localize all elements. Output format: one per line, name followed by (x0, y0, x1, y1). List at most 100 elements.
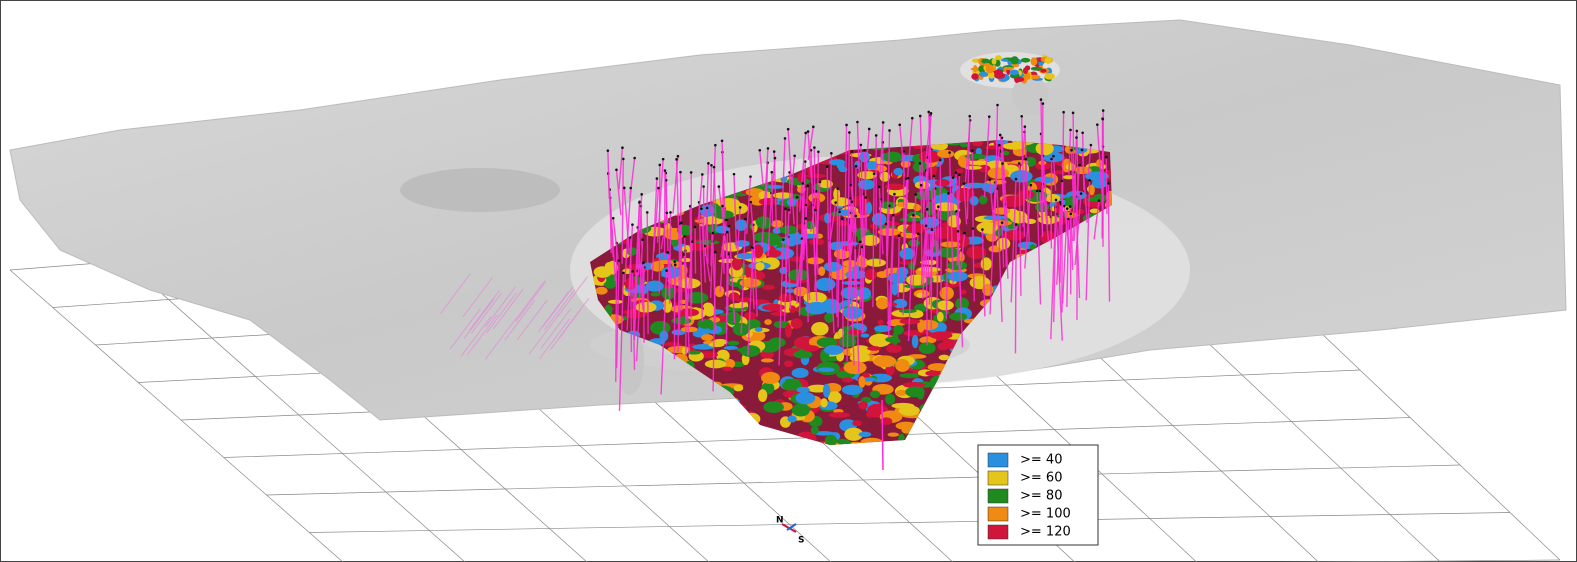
ore-block (913, 204, 922, 212)
collar (669, 211, 672, 214)
ore-block (947, 271, 968, 282)
collar (1029, 183, 1033, 187)
collar (818, 180, 822, 184)
drill-hole (1056, 202, 1062, 285)
small-pit-lobe (1012, 75, 1048, 115)
ore-block (681, 347, 689, 355)
collar (867, 127, 871, 131)
collar (691, 240, 694, 244)
collar (864, 196, 868, 199)
collar (1079, 192, 1083, 195)
drill-hole (983, 116, 990, 198)
collar (1070, 148, 1073, 152)
collar (1039, 98, 1043, 101)
ore-block (898, 308, 917, 314)
drill-hole (1042, 183, 1050, 242)
drill-hole (837, 211, 841, 328)
drill-hole (651, 178, 658, 280)
drill-hole (903, 178, 909, 262)
ore-block (779, 225, 799, 235)
ore-block (827, 391, 842, 404)
collar (784, 207, 787, 211)
collar (971, 149, 974, 152)
collar (781, 238, 785, 241)
compass-north: N (776, 516, 784, 526)
drill-hole (810, 150, 816, 276)
drill-hole (787, 129, 795, 225)
drill-hole (557, 276, 588, 317)
collar (606, 149, 610, 152)
drill-hole (612, 218, 619, 260)
ore-block (724, 358, 736, 369)
drill-hole (1105, 157, 1108, 215)
drill-hole (989, 179, 995, 228)
ore-block (593, 266, 612, 278)
drill-hole (463, 298, 495, 340)
collar (888, 204, 891, 208)
collar (758, 148, 762, 152)
drill-hole (805, 204, 809, 323)
ore-block (1022, 67, 1028, 75)
collar (817, 150, 820, 154)
ore-block (752, 244, 764, 258)
drill-hole (850, 215, 857, 256)
drill-hole (751, 247, 755, 310)
collar (1035, 189, 1039, 193)
ore-block (899, 217, 923, 222)
ore-block (714, 285, 725, 298)
collar (645, 211, 649, 214)
drill-hole (854, 247, 860, 373)
drill-hole (971, 150, 974, 241)
drill-hole (926, 169, 932, 262)
drill-hole (719, 234, 726, 293)
collar (679, 221, 683, 225)
ore-block (963, 182, 987, 189)
ore-block (936, 300, 954, 311)
collar (766, 147, 770, 150)
drill-hole (1052, 199, 1057, 323)
legend-label: >= 80 (1020, 489, 1062, 504)
drill-hole (728, 226, 736, 324)
collar (874, 134, 878, 137)
collar (1014, 177, 1018, 181)
collar (683, 235, 686, 238)
ore-block (852, 420, 862, 427)
drill-hole (764, 162, 769, 227)
ore-block (785, 378, 800, 383)
ore-block (822, 383, 831, 398)
ore-block (966, 245, 987, 260)
drill-hole (460, 316, 492, 357)
collar (927, 110, 931, 114)
collar (727, 224, 731, 228)
ore-block (763, 401, 784, 413)
drill-hole (828, 202, 837, 246)
collar (968, 114, 972, 118)
collar (918, 114, 922, 118)
ore-block (734, 219, 748, 231)
collar (840, 217, 844, 220)
ore-block (662, 342, 682, 347)
collar (631, 223, 634, 226)
drill-hole (972, 228, 975, 302)
ore-block (955, 168, 964, 174)
ore-block (897, 201, 905, 208)
drill-hole (807, 126, 815, 161)
collar (676, 154, 680, 158)
collar (951, 176, 955, 179)
drill-hole (816, 151, 820, 237)
ore-block (960, 289, 967, 295)
drill-hole (492, 288, 524, 330)
drill-hole (1073, 165, 1081, 242)
collar (1014, 223, 1018, 226)
drill-hole (1066, 219, 1070, 308)
drill-hole (514, 280, 546, 321)
collar (804, 203, 808, 207)
ore-block (938, 247, 961, 258)
collar (658, 163, 662, 167)
ore-block (761, 371, 780, 384)
ore-block (729, 303, 747, 309)
collar (1107, 182, 1110, 185)
ore-block (635, 301, 657, 313)
ore-block (991, 58, 997, 65)
legend-swatch (987, 452, 1009, 468)
